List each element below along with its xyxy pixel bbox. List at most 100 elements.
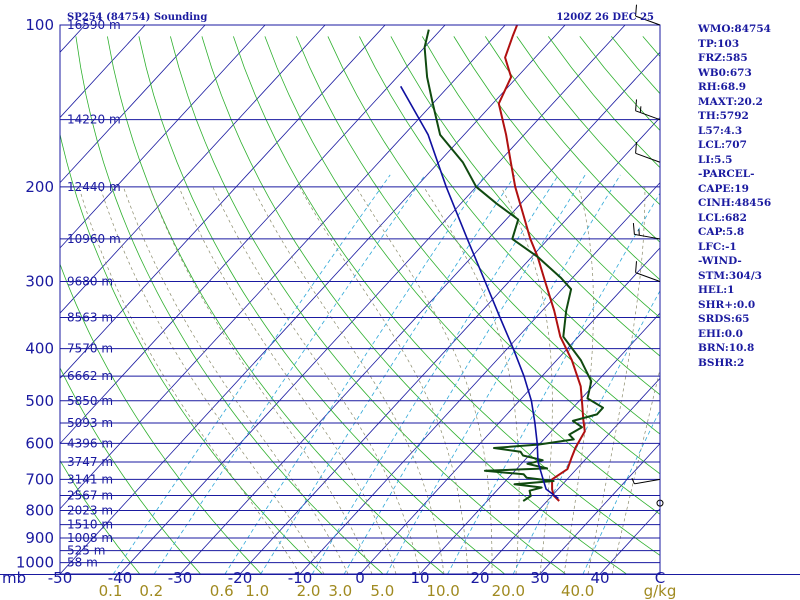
dry-adiabat-line [170, 36, 566, 574]
height-level-label: 16590 m [67, 18, 121, 32]
station-title: SP254 (84754) Sounding [67, 12, 207, 23]
moist-adiabat-line [500, 186, 553, 574]
wind-barb [635, 261, 661, 282]
moist-adiabat-line [178, 186, 397, 574]
height-level-label: 1008 m [67, 531, 113, 545]
mixing-ratio-tick-label: 0.6 [210, 582, 234, 600]
isotherm-line [60, 25, 566, 574]
index-line: LCL:682 [698, 211, 747, 224]
index-line: L57:4.3 [698, 124, 743, 137]
index-line: BSHR:2 [698, 356, 745, 369]
plot-frame [0, 24, 800, 575]
dry-adiabat-line [75, 36, 384, 574]
dry-adiabat-line [421, 36, 660, 319]
wind-barb-calm [656, 499, 664, 507]
moist-adiabat-line [423, 186, 520, 574]
isotherm-line [60, 25, 386, 379]
index-line: LI:5.5 [698, 153, 733, 166]
index-line: CAP:5.8 [698, 226, 745, 238]
isotherm-line [179, 51, 660, 574]
moist-adiabat-line [78, 186, 301, 574]
pressure-tick-label: 800 [25, 502, 54, 520]
index-line: -PARCEL- [698, 168, 755, 180]
height-level-label: 6662 m [67, 369, 113, 383]
wind-barb [635, 99, 661, 121]
height-level-label: 9680 m [67, 275, 113, 289]
dry-adiabat-line [264, 36, 660, 515]
height-level-label: 8563 m [67, 310, 113, 324]
moist-adiabat-line [563, 186, 594, 574]
isotherm-line [60, 25, 146, 119]
mixing-ratio-tick-label: 20.0 [492, 582, 525, 600]
mixing-ratio-line [447, 192, 660, 574]
dry-adiabat-line [138, 36, 505, 574]
mixing-ratio-tick-label: 3.0 [328, 582, 352, 600]
temperature-tick-label: 10 [410, 569, 429, 587]
isotherm-line [479, 377, 660, 574]
temperature-tick-label: -30 [168, 569, 193, 587]
height-level-label: 58 m [67, 556, 98, 570]
mixing-ratio-tick-label: 5.0 [370, 582, 394, 600]
temperature-tick-label: 30 [530, 569, 549, 587]
mixing-ratio-tick-label: 1.0 [245, 582, 269, 600]
index-line: WB0:673 [698, 66, 752, 79]
dry-adiabat-line [453, 36, 660, 281]
dry-adiabat-line [60, 262, 262, 574]
index-line: TH:5792 [698, 110, 749, 122]
mixing-ratio-line [343, 174, 586, 574]
index-line: CAPE:19 [698, 182, 749, 195]
temperature-profile [497, 25, 586, 502]
wind-barbs [631, 4, 664, 507]
index-line: STM:304/3 [698, 269, 762, 282]
temperature-tick-label: 20 [470, 569, 489, 587]
mixing-ratio-tick-label: 10.0 [426, 582, 459, 600]
mixing-ratio-line [260, 174, 516, 574]
pressure-tick-label: 200 [25, 178, 54, 196]
dry-adiabat-line [60, 459, 141, 574]
isotherm-line [119, 25, 626, 574]
pressure-tick-label: 1000 [16, 554, 54, 572]
height-level-label: 4396 m [67, 436, 113, 450]
dry-adiabat-line [327, 36, 660, 435]
index-line: FRZ:585 [698, 52, 748, 64]
height-level-label: 5850 m [67, 394, 113, 408]
index-line: TP:103 [698, 37, 740, 50]
moist-adiabat-line [149, 186, 373, 574]
mixing-ratio-tick-label: 0.1 [99, 582, 123, 600]
sounding-time: 1200Z 26 DEC 25 [556, 12, 654, 23]
background-grid [60, 25, 660, 574]
pressure-tick-label: 300 [25, 273, 54, 291]
pressure-unit-label: mb [2, 569, 26, 587]
mixing-ratio-line [582, 409, 660, 574]
temperature-tick-label: -40 [108, 569, 133, 587]
index-line: CINH:48456 [698, 197, 772, 209]
temperature-tick-label: 0 [355, 569, 365, 587]
dry-adiabat-line [107, 36, 445, 574]
temperature-tick-label: C [655, 569, 665, 587]
wind-barb [635, 4, 661, 26]
temperature-tick-label: -10 [288, 569, 313, 587]
temperature-tick-label: -50 [48, 569, 73, 587]
index-line: LFC:-1 [698, 240, 737, 253]
mixing-ratio-line [224, 174, 486, 574]
dry-adiabat-line [296, 36, 660, 475]
isotherm-line [359, 247, 660, 574]
index-line: -WIND- [698, 255, 742, 267]
dewpoint-profile [423, 29, 604, 502]
stability-indices-panel: WMO:84754 TP:103 FRZ:585 WB0:673 RH:68.9 MAXT… [698, 22, 798, 370]
parcel-profile [400, 85, 559, 500]
height-level-label: 14220 m [67, 113, 121, 127]
index-line: EHI:0.0 [698, 327, 743, 340]
dry-adiabat-line [201, 36, 627, 574]
pressure-tick-label: 600 [25, 434, 54, 452]
isotherm-line [60, 25, 266, 249]
isotherm-line [60, 25, 206, 184]
pressure-tick-label: 400 [25, 340, 54, 358]
dry-adiabat-line [359, 36, 660, 396]
index-line: SHR+:0.0 [698, 298, 756, 311]
pressure-tick-label: 900 [25, 529, 54, 547]
pressure-tick-label: 500 [25, 392, 54, 410]
height-level-label: 3141 m [67, 472, 113, 486]
wind-barb [632, 223, 661, 240]
